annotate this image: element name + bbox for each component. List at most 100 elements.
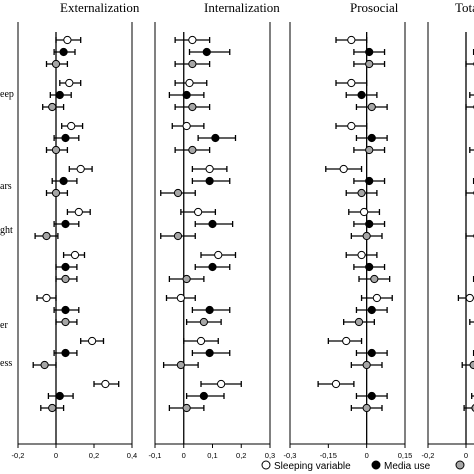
row-labels: eep ars ght er ess bbox=[0, 89, 14, 369]
point-sleeping bbox=[88, 336, 97, 346]
point-media bbox=[367, 305, 376, 315]
point-media bbox=[211, 133, 220, 143]
point-sleeping bbox=[101, 379, 110, 389]
point-media bbox=[182, 90, 191, 100]
point-other bbox=[173, 188, 183, 198]
legend-marker-other bbox=[455, 460, 465, 470]
point-sleeping bbox=[182, 121, 191, 131]
point-media bbox=[205, 348, 214, 358]
x-tick-label: 0,4 bbox=[127, 451, 137, 460]
point-sleeping bbox=[217, 379, 226, 389]
point-media bbox=[59, 47, 68, 57]
point-sleeping bbox=[372, 293, 381, 303]
x-tick-label: 0 bbox=[54, 451, 58, 460]
point-sleeping bbox=[214, 250, 223, 260]
x-tick-label: -0,2 bbox=[12, 451, 25, 460]
point-media bbox=[61, 219, 70, 229]
point-media bbox=[365, 262, 374, 272]
point-sleeping bbox=[347, 78, 356, 88]
point-media bbox=[367, 391, 376, 401]
point-sleeping bbox=[65, 78, 74, 88]
point-sleeping bbox=[196, 336, 206, 346]
point-media bbox=[367, 348, 376, 358]
x-tick-label: -0,1 bbox=[149, 451, 162, 460]
point-media bbox=[61, 133, 70, 143]
point-other bbox=[370, 274, 379, 284]
point-other bbox=[61, 274, 70, 284]
point-other bbox=[173, 231, 183, 241]
point-other bbox=[61, 317, 70, 327]
legend: Sleeping variable Media use bbox=[261, 460, 465, 472]
panels: Externalization -0,2 0 0,2 0,4 Internalizatio… bbox=[12, 0, 474, 460]
point-other bbox=[357, 188, 366, 198]
point-other bbox=[365, 59, 374, 69]
point-other bbox=[469, 360, 474, 370]
point-other bbox=[471, 404, 474, 412]
point-other bbox=[42, 231, 51, 241]
point-media bbox=[61, 348, 70, 358]
point-sleeping bbox=[76, 164, 85, 174]
point-other bbox=[365, 145, 374, 155]
x-tick-label: 0,1 bbox=[207, 451, 217, 460]
point-media bbox=[59, 176, 68, 186]
point-other bbox=[48, 102, 57, 112]
point-other bbox=[188, 145, 197, 155]
point-media bbox=[367, 133, 376, 143]
row-label: eep bbox=[0, 89, 14, 100]
point-media bbox=[55, 391, 64, 401]
point-sleeping bbox=[347, 35, 356, 45]
point-sleeping bbox=[67, 121, 76, 131]
point-sleeping bbox=[342, 336, 351, 346]
point-media bbox=[61, 262, 70, 272]
point-other bbox=[176, 360, 185, 370]
panel-total: Total -0,2 0 bbox=[422, 0, 474, 460]
point-other bbox=[51, 188, 61, 198]
panel-externalization: Externalization -0,2 0 0,2 0,4 bbox=[12, 0, 140, 460]
point-other bbox=[362, 231, 371, 241]
x-tick-label: 0,2 bbox=[89, 451, 99, 460]
point-other bbox=[182, 274, 191, 284]
point-other bbox=[367, 102, 376, 112]
point-media bbox=[208, 262, 217, 272]
point-sleeping bbox=[205, 164, 214, 174]
point-media bbox=[202, 47, 211, 57]
point-sleeping bbox=[176, 293, 185, 303]
legend-marker-sleeping bbox=[261, 460, 271, 470]
row-label: ght bbox=[0, 225, 13, 236]
point-media bbox=[365, 176, 374, 186]
panel-title: Externalization bbox=[60, 0, 140, 15]
point-media bbox=[365, 47, 374, 57]
point-media bbox=[61, 305, 70, 315]
point-media bbox=[199, 391, 208, 401]
panel-title: Internalization bbox=[204, 0, 280, 15]
panel-internalization: Internalization -0,1 0 0,1 0,2 0,3 bbox=[149, 0, 281, 460]
point-sleeping bbox=[347, 121, 356, 131]
x-tick-label: 0 bbox=[464, 451, 468, 460]
point-sleeping bbox=[331, 379, 341, 389]
point-media bbox=[208, 219, 217, 229]
legend-marker-media bbox=[371, 460, 381, 470]
row-label: ess bbox=[0, 358, 12, 369]
panel-title: Total bbox=[455, 0, 474, 15]
x-tick-label: -0,2 bbox=[422, 451, 435, 460]
x-tick-label: 0,15 bbox=[398, 451, 413, 460]
panel-prosocial: Prosocial -0,3 -0,15 0 0,15 bbox=[284, 0, 413, 460]
point-other bbox=[51, 59, 61, 69]
x-tick-label: 0,3 bbox=[265, 451, 275, 460]
point-sleeping bbox=[339, 164, 348, 174]
point-other bbox=[199, 317, 208, 327]
point-other bbox=[51, 145, 61, 155]
x-tick-label: 0 bbox=[365, 451, 369, 460]
point-media bbox=[205, 305, 214, 315]
point-sleeping bbox=[360, 207, 369, 217]
row-label: ars bbox=[0, 181, 12, 192]
panel-title: Prosocial bbox=[350, 0, 399, 15]
point-sleeping bbox=[194, 207, 203, 217]
x-tick-label: 0,2 bbox=[236, 451, 246, 460]
point-sleeping bbox=[357, 250, 366, 260]
point-sleeping bbox=[188, 35, 197, 45]
point-media bbox=[205, 176, 214, 186]
point-other bbox=[182, 403, 191, 413]
legend-label-media: Media use bbox=[384, 461, 431, 472]
point-other bbox=[188, 102, 197, 112]
